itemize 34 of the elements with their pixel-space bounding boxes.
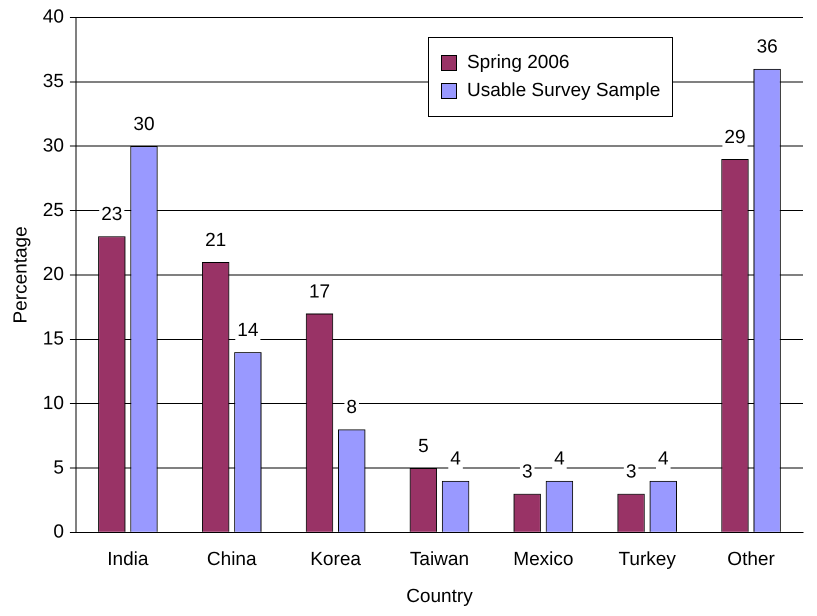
y-tick-label: 5 [53, 457, 64, 478]
data-label: 5 [418, 436, 429, 457]
data-label: 29 [724, 126, 746, 148]
data-label: 30 [133, 114, 155, 135]
data-label: 21 [205, 230, 226, 251]
x-tick-label: Mexico [513, 549, 574, 570]
data-label: 14 [237, 320, 259, 341]
y-tick-label: 10 [42, 392, 64, 414]
data-label: 3 [626, 462, 636, 483]
y-tick-label: 25 [42, 200, 64, 221]
y-tick-label: 30 [42, 135, 64, 156]
y-tick-label: 20 [42, 264, 64, 286]
data-label: 23 [101, 204, 122, 226]
y-tick-label: 40 [42, 6, 64, 28]
x-tick-label: Other [727, 549, 776, 570]
data-label: 4 [658, 448, 670, 470]
data-label: 4 [450, 448, 462, 470]
y-tick-label: 15 [42, 328, 64, 350]
x-axis-title: Country [406, 586, 474, 607]
data-label: 4 [554, 448, 566, 470]
y-tick-label: 35 [42, 71, 64, 92]
x-tick-label: India [107, 549, 149, 570]
legend-label: Spring 2006 [467, 52, 570, 74]
x-tick-label: Taiwan [410, 549, 470, 570]
data-label: 17 [308, 281, 330, 302]
data-label: 3 [522, 462, 533, 483]
x-tick-label: Turkey [618, 549, 676, 570]
data-label: 36 [756, 36, 778, 58]
x-tick-label: Korea [310, 549, 362, 570]
legend-label: Usable Survey Sample [467, 80, 660, 102]
x-tick-label: China [206, 549, 257, 570]
y-tick-label: 0 [53, 522, 64, 543]
data-label: 8 [346, 397, 357, 418]
y-axis-title: Percentage [10, 226, 32, 324]
